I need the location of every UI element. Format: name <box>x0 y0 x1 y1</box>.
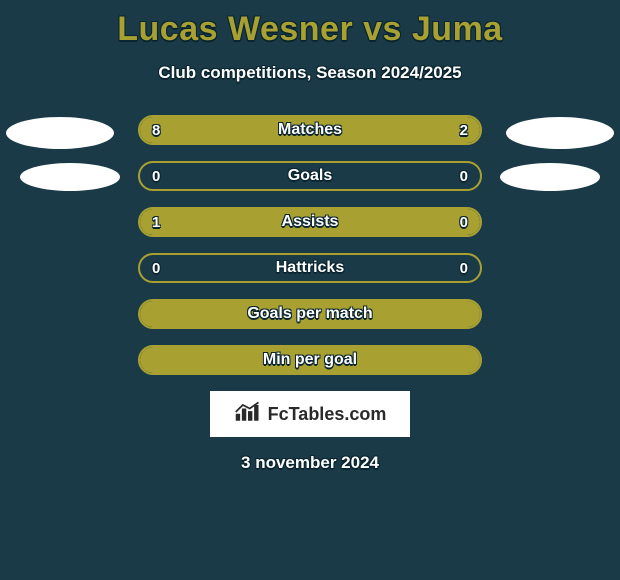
stat-bar: 82Matches <box>138 115 482 145</box>
bar-label: Goals <box>140 163 480 189</box>
logo-box: FcTables.com <box>210 391 410 437</box>
date-line: 3 november 2024 <box>0 453 620 473</box>
player2-avatar-small <box>500 163 600 191</box>
player2-avatar <box>506 117 614 149</box>
bar-label: Assists <box>140 209 480 235</box>
bar-label: Hattricks <box>140 255 480 281</box>
subtitle: Club competitions, Season 2024/2025 <box>0 63 620 83</box>
stat-bar: 10Assists <box>138 207 482 237</box>
stat-bar: Min per goal <box>138 345 482 375</box>
player1-avatar <box>6 117 114 149</box>
stat-bar: 00Hattricks <box>138 253 482 283</box>
stat-bar: Goals per match <box>138 299 482 329</box>
logo-chart-icon <box>234 400 262 429</box>
comparison-area: 82Matches 00Goals 10Assists 00Hattricks Goal… <box>0 115 620 375</box>
bar-label: Goals per match <box>140 301 480 327</box>
bar-label: Min per goal <box>140 347 480 373</box>
stat-bars: 82Matches 00Goals 10Assists 00Hattricks Goal… <box>138 115 482 375</box>
player1-avatar-small <box>20 163 120 191</box>
page-title: Lucas Wesner vs Juma <box>0 0 620 49</box>
bar-label: Matches <box>140 117 480 143</box>
logo-text: FcTables.com <box>268 404 387 425</box>
stat-bar: 00Goals <box>138 161 482 191</box>
